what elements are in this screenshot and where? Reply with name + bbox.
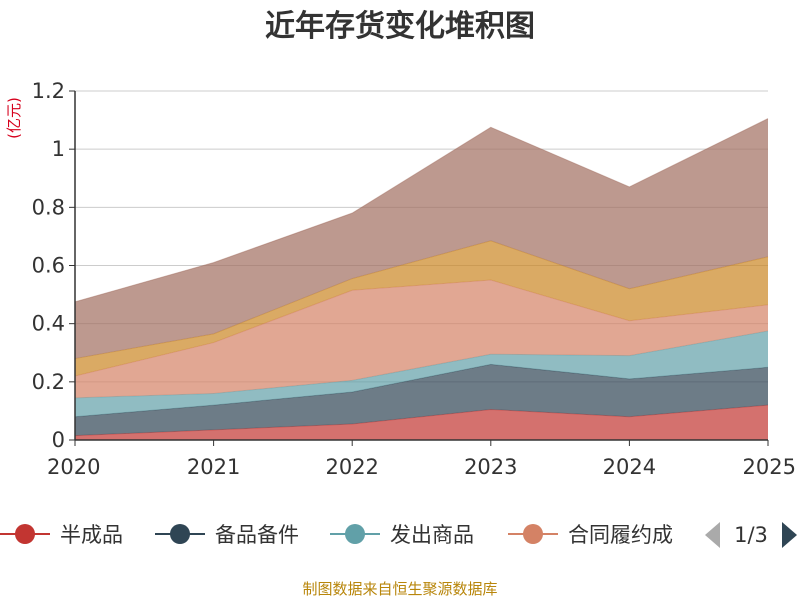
y-tick-label: 0.4 <box>32 312 65 336</box>
area-series-group <box>74 118 769 440</box>
x-tick-label: 2024 <box>603 455 656 479</box>
legend-item[interactable]: 备品备件 <box>155 523 299 547</box>
area-series <box>75 364 768 436</box>
legend-label: 合同履约成 <box>568 523 673 547</box>
legend-page-indicator: 1/3 <box>734 523 768 547</box>
area-series <box>75 240 768 377</box>
legend-prev-page-icon[interactable] <box>705 522 720 548</box>
y-axis-unit-label: (亿元) <box>5 97 23 139</box>
x-tick-label: 2022 <box>325 455 378 479</box>
data-source-note: 制图数据来自恒生聚源数据库 <box>302 580 497 598</box>
legend: 半成品 备品备件 发出商品 合同履约成 <box>0 523 673 547</box>
y-tick-label: 0 <box>52 428 65 452</box>
y-tick-label: 0.6 <box>32 254 65 278</box>
legend-item[interactable]: 发出商品 <box>330 523 474 547</box>
y-tick-label: 0.2 <box>32 370 65 394</box>
y-tick-label: 0.8 <box>32 195 65 219</box>
y-tick-label: 1 <box>52 137 65 161</box>
x-tick-label: 2025 <box>743 455 796 479</box>
legend-circle-marker <box>345 524 365 544</box>
x-tick-label: 2023 <box>464 455 517 479</box>
area-series <box>75 118 768 359</box>
legend-pager: 1/3 <box>705 522 797 548</box>
legend-circle-marker <box>15 524 35 544</box>
axes <box>69 90 769 446</box>
legend-item[interactable]: 合同履约成 <box>508 523 673 547</box>
area-series <box>75 405 768 440</box>
y-tick-labels: 0 0.2 0.4 0.6 0.8 1 1.2 <box>32 79 65 452</box>
chart-title: 近年存货变化堆积图 <box>265 9 535 44</box>
area-series <box>75 330 768 417</box>
area-series-outline <box>74 118 769 303</box>
x-tick-labels: 2020 2021 2022 2023 2024 2025 <box>47 455 796 479</box>
legend-next-page-icon[interactable] <box>782 522 797 548</box>
legend-item[interactable]: 半成品 <box>0 523 123 547</box>
y-tick-label: 1.2 <box>32 79 65 103</box>
legend-circle-marker <box>523 524 543 544</box>
legend-label: 备品备件 <box>215 523 299 547</box>
legend-label: 发出商品 <box>390 523 474 547</box>
area-series <box>75 280 768 398</box>
x-tick-label: 2020 <box>47 455 100 479</box>
x-tick-label: 2021 <box>187 455 240 479</box>
legend-label: 半成品 <box>60 523 123 547</box>
legend-circle-marker <box>170 524 190 544</box>
